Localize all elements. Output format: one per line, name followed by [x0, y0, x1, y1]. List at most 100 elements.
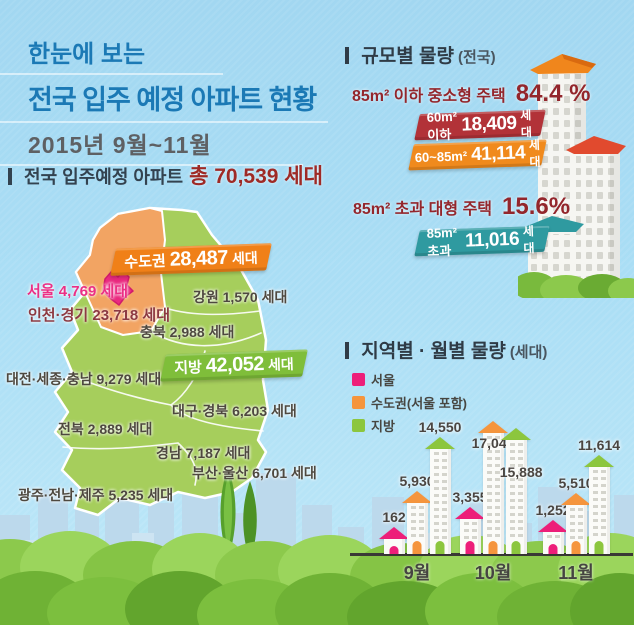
bar-body — [505, 440, 527, 554]
bar-door — [594, 541, 604, 554]
title-line-1: 한눈에 보는 — [0, 34, 223, 75]
size-banner-60to85: 60~85m² 41,114 세대 — [408, 138, 547, 171]
small-housing-label: 85m² 이하 중소형 주택 — [352, 88, 506, 105]
bush-row-front — [0, 571, 634, 625]
legend-item-sudogwon: 수도권(서울 포함) — [352, 393, 467, 412]
size-banner-over85-label: 85m²초과 — [426, 224, 458, 259]
bar-value-label: 5,930 — [399, 473, 435, 489]
size-banner-under60: 60m²이하 18,409 세대 — [414, 108, 546, 143]
size-banner-60to85-value: 41,114 — [470, 142, 526, 166]
bar-door — [389, 546, 399, 554]
tower-mid — [566, 136, 626, 286]
small-housing-line: 85m² 이하 중소형 주택 84.4 % — [352, 80, 590, 108]
bar-9월-수도권(서울 포함): 5,930 — [399, 473, 435, 554]
monthly-chart-title-sub: (세대) — [509, 344, 548, 361]
bar-body — [406, 503, 428, 554]
size-banner-under60-label: 60m²이하 — [426, 108, 458, 143]
legend-swatch-jibang — [352, 419, 365, 432]
bar-value-label: 11,614 — [577, 437, 621, 453]
bar-roof — [584, 455, 614, 467]
legend-item-jibang: 지방 — [352, 416, 467, 435]
bar-11월-지방: 11,614 — [578, 437, 620, 554]
size-banner-over85-value: 11,016 — [464, 228, 520, 252]
bar-door — [412, 541, 422, 554]
bar-roof — [402, 491, 432, 503]
sudogwon-banner-value: 28,487 — [169, 246, 229, 271]
size-banner-over85: 85m²초과 11,016 세대 — [414, 224, 550, 259]
size-banner-60to85-unit: 세대 — [528, 137, 541, 170]
bar-body — [588, 467, 610, 554]
large-housing-pct: 15.6% — [502, 193, 571, 220]
month-label-nov: 11월 — [558, 563, 594, 583]
map-label-gangwon: 강원 1,570 세대 — [193, 289, 288, 305]
map-label-chungbuk: 충북 2,988 세대 — [140, 324, 235, 340]
bar-10월-수도권(서울 포함): 17,047 — [472, 421, 514, 554]
bar-9월-서울: 162 — [379, 509, 409, 554]
jibang-banner: 지방 42,052 세대 — [160, 349, 308, 382]
bar-body — [383, 539, 405, 554]
jibang-banner-text: 지방 42,052 세대 — [163, 350, 306, 382]
legend-item-seoul: 서울 — [352, 370, 467, 389]
size-section-title-sub: (전국) — [457, 49, 496, 66]
total-label: 전국 입주예정 아파트 — [24, 167, 184, 187]
bar-door — [571, 541, 581, 554]
bar-9월-지방: 14,550 — [419, 419, 461, 554]
chart-baseline — [350, 553, 633, 556]
map-label-incheon-gyeonggi: 인천·경기 23,718 세대 — [28, 307, 171, 324]
bar-body — [542, 532, 564, 554]
national-total-line: 전국 입주예정 아파트 총 70,539 세대 — [8, 160, 323, 190]
sudogwon-banner-text: 수도권 28,487 세대 — [113, 243, 270, 275]
bar-door — [435, 541, 445, 554]
map-label-gwangju-jeonnam-jeju: 광주·전남·제주 5,235 세대 — [18, 487, 174, 503]
bar-value-label: 3,355 — [452, 489, 488, 505]
bar-roof — [379, 527, 409, 539]
map-label-gyeongnam: 경남 7,187 세대 — [156, 445, 251, 461]
legend-label-seoul: 서울 — [371, 373, 395, 388]
large-housing-label: 85m² 초과 대형 주택 — [353, 201, 493, 218]
bar-value-label: 15,888 — [499, 464, 543, 480]
bar-10월-서울: 3,355 — [452, 489, 488, 554]
bar-body — [429, 449, 451, 554]
monthly-bar-plot: 9월 10월 11월 162 3,355 1,252 5,930 17,047 5,510… — [350, 402, 634, 583]
bar-value-label: 14,550 — [418, 419, 462, 435]
bar-body — [459, 519, 481, 554]
small-housing-pct: 84.4 % — [515, 80, 591, 107]
size-banner-60to85-label: 60~85m² — [414, 147, 468, 165]
bar-11월-서울: 1,252 — [535, 502, 571, 554]
bar-roof — [478, 421, 508, 433]
legend-swatch-sudogwon — [352, 396, 365, 409]
bar-door — [511, 541, 521, 554]
sudogwon-banner: 수도권 28,487 세대 — [110, 243, 272, 276]
tower-base-bushes — [518, 272, 634, 298]
bar-10월-지방: 15,888 — [500, 428, 543, 554]
bar-door — [488, 541, 498, 554]
monthly-chart-header: 지역별 · 월별 물량 (세대) — [345, 336, 547, 363]
size-banner-under60-text: 60m²이하 18,409 세대 — [417, 108, 544, 143]
bar-value-label: 5,510 — [558, 475, 594, 491]
bar-roof — [538, 520, 568, 532]
size-banner-over85-unit: 세대 — [522, 224, 535, 256]
bar-value-label: 162 — [382, 509, 406, 525]
sudogwon-banner-label: 수도권 — [124, 252, 167, 272]
map-label-daejeon-sejong-chungnam: 대전·세종·충남 9,279 세대 — [6, 371, 162, 387]
map-label-daegu-gyeongbuk: 대구·경북 6,203 세대 — [172, 403, 297, 419]
legend-label-jibang: 지방 — [371, 419, 395, 434]
month-label-oct: 10월 — [474, 563, 512, 583]
jibang-banner-value: 42,052 — [205, 352, 265, 377]
size-section-title: 규모별 물량 — [361, 46, 454, 67]
monthly-chart-title: 지역별 · 월별 물량 — [361, 341, 506, 362]
map-label-seoul: 서울 4,769 세대 — [27, 283, 129, 300]
chart-legend: 서울 수도권(서울 포함) 지방 — [352, 370, 467, 439]
size-banner-under60-value: 18,409 — [461, 112, 517, 136]
bar-value-label: 1,252 — [535, 502, 571, 518]
size-section-header: 규모별 물량 (전국) — [345, 41, 496, 68]
bar-roof — [455, 507, 485, 519]
month-label-sep: 9월 — [403, 563, 431, 583]
size-banner-over85-text: 85m²초과 11,016 세대 — [417, 224, 548, 259]
total-value: 총 70,539 세대 — [189, 165, 323, 188]
bar-11월-수도권(서울 포함): 5,510 — [558, 475, 594, 554]
sudogwon-banner-unit: 세대 — [231, 249, 258, 267]
bar-body — [482, 433, 504, 554]
bar-door — [548, 544, 558, 554]
